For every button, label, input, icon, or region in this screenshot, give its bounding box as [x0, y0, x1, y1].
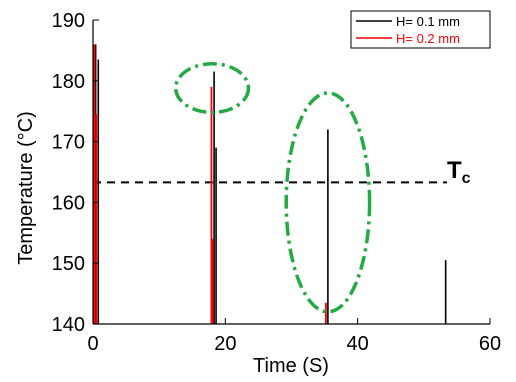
y-tick-label: 170 [52, 132, 85, 154]
threshold-text: Tc [447, 157, 471, 187]
chart-marks [93, 44, 447, 324]
y-tick-label: 180 [52, 71, 85, 93]
threshold-label: Tc [447, 157, 471, 187]
y-tick-label: 140 [52, 314, 85, 336]
y-axis-label: Temperature (°C) [15, 111, 37, 265]
x-tick-label: 60 [479, 333, 501, 355]
x-tick-label: 20 [214, 333, 236, 355]
y-tick-label: 160 [52, 192, 85, 214]
annotation-ellipse-2 [284, 91, 372, 314]
legend-label-2: H= 0.2 mm [396, 31, 460, 46]
annotation-ellipse-1 [173, 62, 251, 115]
legend: H= 0.1 mm H= 0.2 mm [350, 10, 491, 49]
axes: 140 150 160 170 180 190 0 20 40 60 [52, 10, 502, 355]
x-tick-label: 0 [87, 333, 98, 355]
legend-label-1: H= 0.1 mm [396, 14, 460, 29]
y-tick-label: 150 [52, 253, 85, 275]
x-tick-label: 40 [347, 333, 369, 355]
x-axis-label: Time (S) [253, 355, 329, 377]
legend-box [350, 10, 491, 49]
y-tick-label: 190 [52, 10, 85, 32]
